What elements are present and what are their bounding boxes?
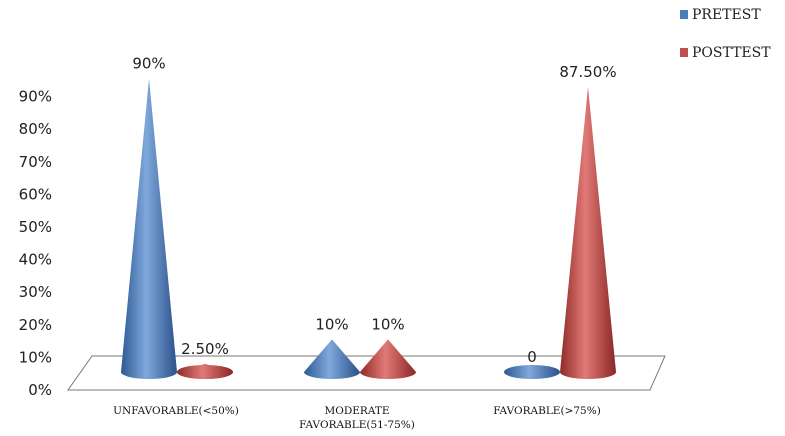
data-label: 0	[527, 348, 537, 366]
cone-disc	[504, 365, 560, 379]
category-label: MODERATE	[324, 405, 389, 417]
cones-layer	[121, 78, 616, 379]
category-label: FAVORABLE(51-75%)	[299, 419, 415, 431]
data-label: 90%	[132, 55, 165, 73]
cone-pretest-2	[504, 365, 560, 379]
data-label: 87.50%	[559, 63, 616, 81]
y-tick-label: 60%	[19, 185, 52, 203]
category-label: UNFAVORABLE(<50%)	[113, 405, 239, 417]
cone-pretest-0	[121, 78, 177, 379]
cone-body	[304, 339, 360, 379]
y-tick-label: 90%	[19, 88, 52, 106]
y-tick-label: 40%	[19, 251, 52, 269]
cone-posttest-1	[360, 339, 416, 379]
y-axis: 0% 10% 20% 30% 40% 50% 60% 70% 80% 90%	[19, 88, 52, 399]
cone-posttest-0	[177, 363, 233, 379]
category-label: FAVORABLE(>75%)	[493, 405, 601, 417]
y-tick-label: 30%	[19, 283, 52, 301]
y-tick-label: 50%	[19, 218, 52, 236]
data-label: 2.50%	[181, 340, 229, 358]
legend-label-posttest: POSTTEST	[692, 45, 771, 61]
cone-body	[360, 339, 416, 379]
legend-swatch-pretest	[680, 10, 688, 19]
data-labels-layer: 90% 10% 0 2.50% 10% 87.50%	[132, 55, 616, 366]
cone-posttest-2	[560, 86, 616, 379]
cone-pretest-1	[304, 339, 360, 379]
legend-label-pretest: PRETEST	[692, 7, 761, 23]
data-label: 10%	[315, 315, 348, 333]
category-labels-layer: UNFAVORABLE(<50%) MODERATE FAVORABLE(51-75…	[113, 405, 601, 431]
y-tick-label: 80%	[19, 120, 52, 138]
cone-body	[560, 86, 616, 379]
y-tick-label: 20%	[19, 316, 52, 334]
legend: PRETEST POSTTEST	[680, 7, 771, 61]
y-tick-label: 10%	[19, 348, 52, 366]
y-tick-label: 0%	[28, 381, 52, 399]
legend-swatch-posttest	[680, 48, 688, 57]
cone-disc	[177, 365, 233, 379]
y-tick-label: 70%	[19, 153, 52, 171]
cone-body	[121, 78, 177, 379]
data-label: 10%	[371, 315, 404, 333]
